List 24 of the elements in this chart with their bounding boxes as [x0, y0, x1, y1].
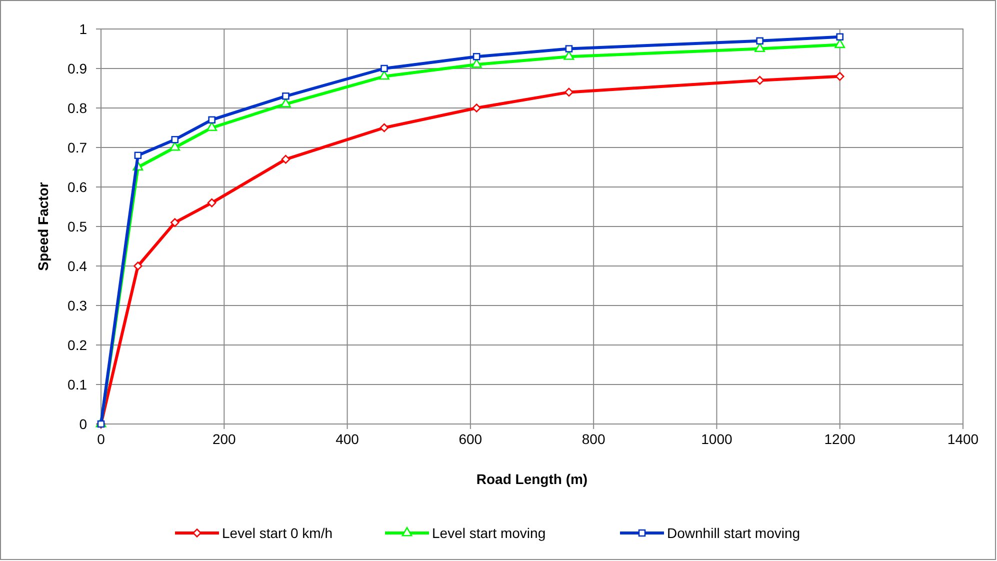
x-axis-title: Road Length (m) [476, 471, 588, 487]
y-tick-label: 0.4 [68, 258, 88, 274]
y-tick-label: 0.9 [68, 60, 88, 76]
x-tick-label: 1000 [701, 431, 732, 447]
x-tick-label: 200 [212, 431, 236, 447]
legend-label: Level start moving [432, 525, 546, 541]
y-axis-title: Speed Factor [35, 182, 51, 271]
legend-label: Downhill start moving [667, 525, 800, 541]
x-tick-label: 0 [97, 431, 106, 447]
y-tick-label: 0.2 [68, 337, 88, 353]
y-tick-label: 0.5 [68, 218, 88, 234]
x-tick-label: 600 [458, 431, 482, 447]
y-tick-label: 0.1 [68, 376, 88, 392]
y-tick-label: 0.3 [68, 298, 88, 314]
y-tick-label: 0.8 [68, 100, 88, 116]
y-tick-label: 0 [79, 416, 88, 432]
x-tick-label: 1400 [947, 431, 979, 447]
y-tick-label: 0.7 [68, 140, 88, 156]
x-tick-label: 1200 [824, 431, 856, 447]
y-tick-label: 0.6 [68, 179, 88, 195]
y-tick-label: 1 [79, 21, 88, 37]
x-tick-label: 400 [336, 431, 360, 447]
legend-label: Level start 0 km/h [222, 525, 332, 541]
x-tick-label: 800 [582, 431, 606, 447]
